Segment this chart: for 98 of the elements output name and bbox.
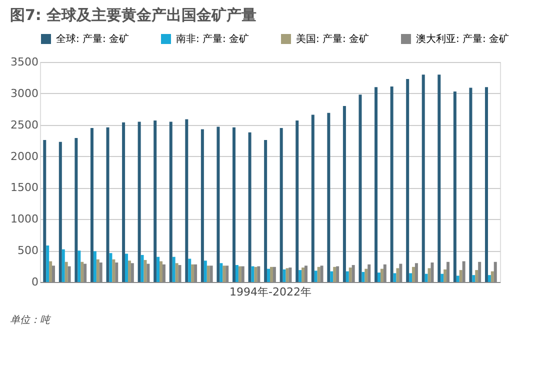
bar [188, 258, 192, 282]
bar [172, 256, 176, 282]
bar [43, 140, 46, 282]
bar [267, 268, 270, 282]
bar [62, 249, 65, 282]
bar [138, 122, 141, 282]
bar [112, 259, 116, 282]
x-axis-title: 1994年-2022年 [230, 286, 312, 298]
bar [156, 256, 160, 282]
chart-title: 图7: 全球及主要黄金产出国金矿产量 [10, 6, 257, 24]
legend-label: 南非: 产量: 金矿 [176, 33, 250, 45]
bar [424, 274, 428, 282]
bar [251, 266, 254, 282]
bar [472, 275, 476, 282]
bar [346, 271, 349, 282]
bar [348, 268, 352, 282]
y-tick-label: 1500 [10, 181, 38, 194]
bar [396, 268, 400, 282]
bar [311, 114, 314, 282]
bar [222, 266, 226, 282]
bar [282, 269, 286, 282]
bar [484, 87, 488, 282]
bar [333, 266, 336, 282]
bar [422, 74, 425, 282]
bar [412, 266, 416, 282]
bar [440, 274, 444, 282]
legend-label: 全球: 产量: 金矿 [56, 33, 130, 45]
bar [264, 140, 268, 282]
bar [406, 78, 410, 282]
y-tick-label: 2500 [10, 118, 38, 132]
bar [90, 128, 94, 282]
bar [49, 261, 52, 282]
bar [488, 275, 491, 282]
bar [204, 260, 207, 282]
bar [220, 263, 223, 282]
y-tick-label: 0 [32, 276, 38, 288]
bar [80, 262, 84, 282]
legend-label: 澳大利亚: 产量: 金矿 [416, 33, 510, 45]
bar [459, 270, 462, 282]
bar [438, 74, 441, 282]
bar [74, 138, 78, 282]
bar [327, 112, 330, 282]
bar [296, 120, 299, 282]
bar [314, 270, 318, 282]
bar [377, 272, 380, 282]
bar [364, 268, 368, 282]
bar [254, 266, 258, 282]
bar [78, 250, 81, 282]
bar [206, 266, 210, 282]
bar [93, 251, 96, 282]
bar [64, 262, 68, 282]
bar [109, 253, 112, 282]
bar [298, 270, 302, 282]
bar [232, 127, 236, 282]
bar [124, 254, 128, 282]
bar [317, 266, 320, 282]
y-tick-label: 1000 [10, 212, 38, 226]
bar [380, 268, 384, 282]
bar [469, 88, 472, 282]
bar [122, 122, 126, 282]
bar [169, 122, 172, 282]
bar [475, 270, 478, 282]
bar [453, 92, 456, 282]
bar [302, 268, 305, 282]
bar [128, 260, 131, 282]
bar [390, 86, 394, 282]
bar [175, 263, 178, 282]
bar [96, 259, 100, 282]
y-tick-label: 500 [18, 244, 38, 258]
y-tick-label: 2000 [10, 150, 38, 163]
bar [144, 260, 147, 282]
bar [216, 126, 220, 282]
bar [409, 273, 412, 282]
bar [185, 119, 188, 282]
bar [456, 276, 460, 282]
bar [270, 266, 273, 282]
bar [490, 271, 494, 282]
y-tick-label: 3000 [10, 86, 38, 100]
bar [248, 132, 252, 282]
bar [342, 106, 346, 282]
bar [154, 120, 157, 282]
bar [362, 272, 365, 282]
bar [46, 246, 50, 282]
legend-label: 美国: 产量: 金矿 [296, 33, 370, 45]
bar [238, 266, 242, 282]
bar [106, 127, 110, 282]
bar [358, 94, 362, 282]
bar [374, 87, 378, 282]
text: 单位：吨 [10, 314, 52, 326]
y-tick-label: 3500 [10, 56, 38, 68]
bar [160, 261, 163, 282]
bar [444, 269, 447, 282]
bar [200, 129, 204, 282]
bar [235, 265, 238, 282]
bar [330, 271, 334, 282]
bar [191, 264, 194, 282]
bar [58, 142, 62, 282]
bar [280, 128, 283, 282]
